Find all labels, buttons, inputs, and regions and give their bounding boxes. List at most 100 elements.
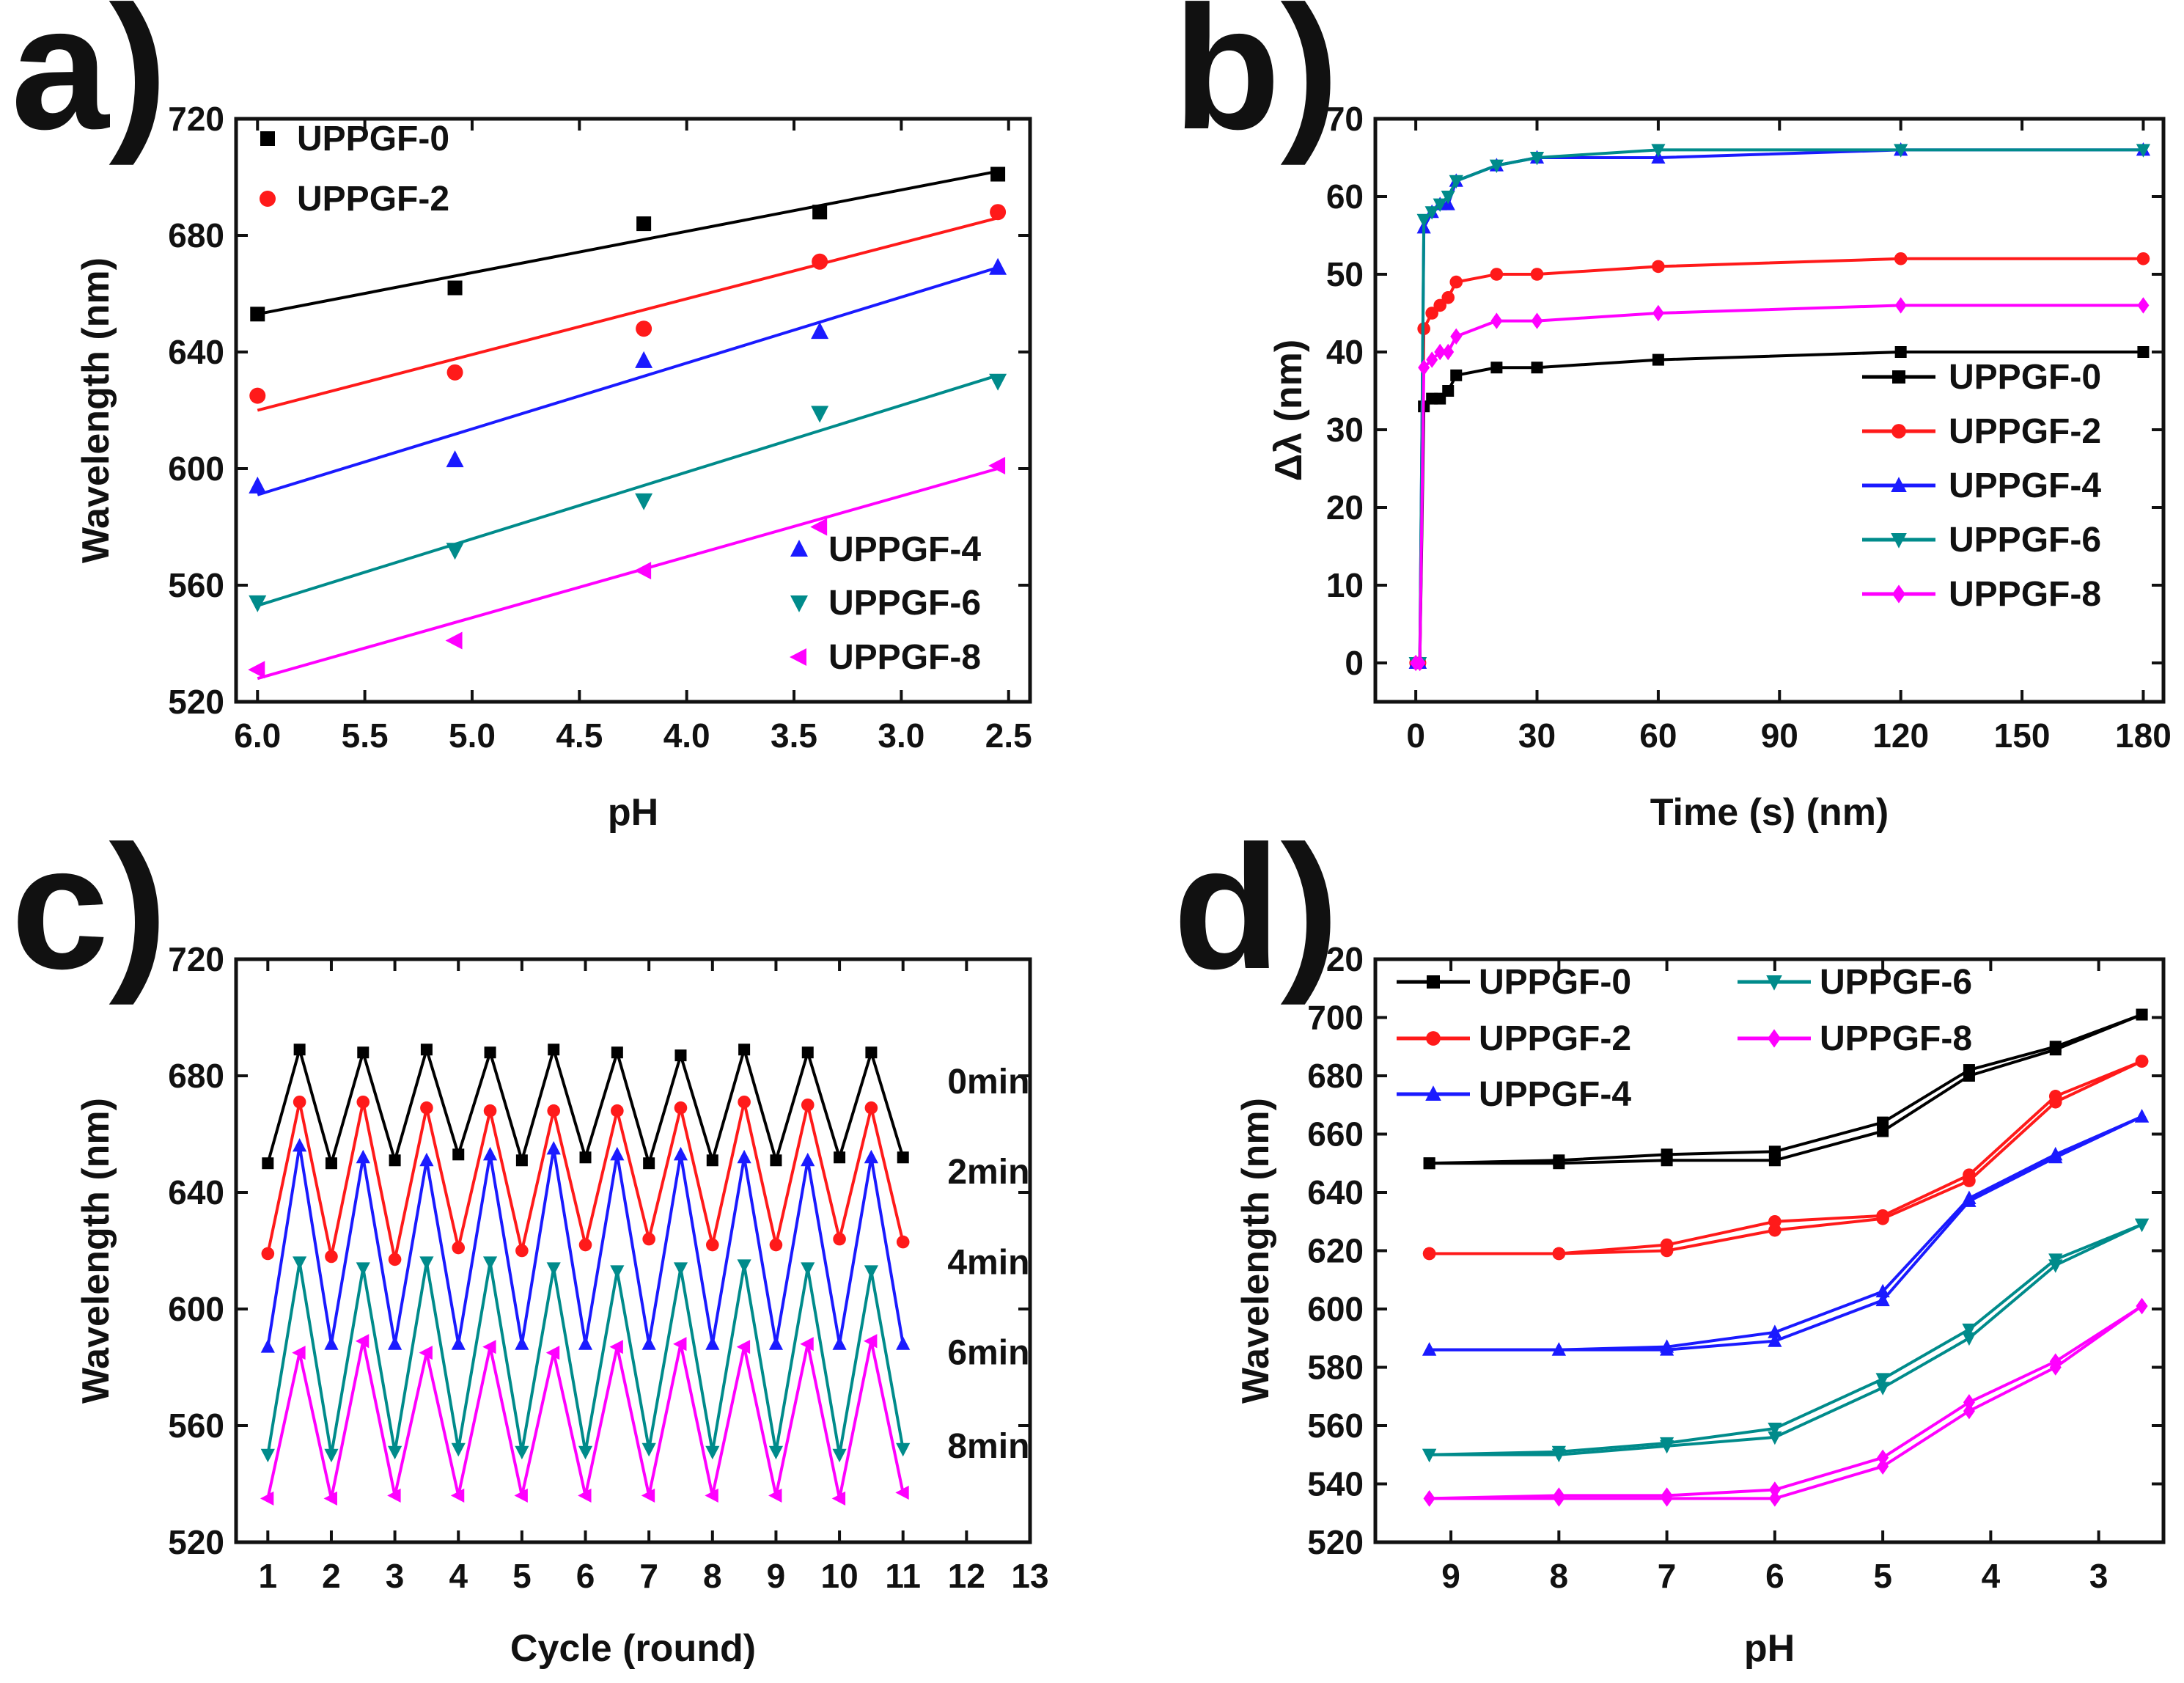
data-point [1529, 152, 1545, 166]
data-point [1531, 312, 1543, 329]
data-point [1894, 144, 1908, 158]
data-point [1531, 362, 1543, 374]
series-line-forward [1429, 1013, 2143, 1165]
y-tick-label: 560 [1307, 1407, 1364, 1445]
x-axis-title: pH [608, 791, 658, 834]
series-2min [261, 1095, 910, 1266]
x-tick-label: 3 [2089, 1557, 2108, 1595]
series-line-reverse [1429, 1013, 2143, 1165]
data-point [1490, 362, 1503, 374]
panel-label: d) [1173, 809, 1339, 1005]
data-point [897, 1151, 909, 1164]
data-point [642, 1232, 655, 1246]
legend-marker [1426, 1031, 1441, 1046]
data-point [2048, 1090, 2062, 1103]
data-point [674, 1101, 688, 1115]
data-point [864, 1334, 878, 1349]
legend-label: UPPGF-2 [1479, 1019, 1631, 1058]
legend-entry-uppgf-2: UPPGF-2 [1397, 1019, 1631, 1058]
legend-label: UPPGF-2 [1949, 412, 2101, 451]
data-point [356, 1262, 370, 1276]
data-point [1433, 198, 1447, 212]
data-point [446, 364, 463, 381]
legend-marker [1892, 584, 1905, 604]
x-tick-label: 10 [820, 1557, 858, 1595]
x-tick-label: 8 [703, 1557, 722, 1595]
y-axis-title: Wavelength (nm) [1235, 1098, 1277, 1404]
x-tick-label: 30 [1518, 716, 1556, 755]
legend-marker [790, 540, 808, 557]
legend-entry-uppgf-0: UPPGF-0 [260, 120, 449, 158]
data-point [810, 518, 828, 536]
data-point [451, 1442, 466, 1457]
data-point [324, 1448, 339, 1463]
data-point [1768, 1490, 1781, 1507]
data-point [989, 373, 1007, 391]
legend-label: UPPGF-6 [828, 584, 981, 623]
data-point [2136, 1008, 2148, 1021]
data-point [1425, 307, 1438, 320]
data-point [420, 1044, 433, 1056]
data-point [800, 1337, 814, 1352]
data-point [356, 1095, 370, 1109]
legend-marker [1427, 975, 1440, 989]
data-point [2135, 1055, 2149, 1068]
data-point [896, 1442, 911, 1457]
data-point [1652, 353, 1664, 366]
legend-marker [1891, 533, 1907, 549]
y-tick-label: 680 [1307, 1057, 1364, 1095]
legend-label: UPPGF-0 [297, 120, 449, 158]
y-tick-label: 660 [1307, 1115, 1364, 1154]
x-tick-label: 5.0 [449, 716, 496, 755]
data-point [1423, 1157, 1435, 1170]
data-point [1449, 275, 1463, 289]
data-point [1877, 1449, 1889, 1466]
series-uppgf-8 [1423, 1297, 2148, 1507]
data-point [547, 1104, 560, 1118]
panel-label: b) [1173, 0, 1339, 166]
data-point [578, 1445, 593, 1460]
data-point [770, 1154, 782, 1167]
data-point [514, 1488, 528, 1503]
y-tick-label: 580 [1307, 1349, 1364, 1387]
data-point [1553, 1487, 1565, 1504]
x-tick-label: 4 [1982, 1557, 2001, 1595]
panel-a: 6.0 5.5 5.0 4.5 4.0 3.5 3.0 2.5 520 560 600 640 680 7… [11, 0, 1032, 834]
data-point [2048, 1253, 2063, 1267]
legend-entry-uppgf-4: UPPGF-4 [790, 530, 981, 569]
series-uppgf-4 [1422, 1109, 2150, 1356]
y-tick-label: 50 [1326, 255, 1364, 293]
x-tick-label: 2 [322, 1557, 341, 1595]
data-point [1651, 144, 1666, 158]
data-point [896, 1235, 910, 1249]
data-point [768, 1336, 784, 1350]
legend-marker [790, 648, 806, 666]
data-point [451, 1336, 466, 1350]
data-point [356, 1149, 370, 1164]
data-point [578, 1488, 592, 1503]
y-tick-label: 640 [168, 1173, 224, 1211]
data-point [705, 1336, 720, 1350]
x-tick-label: 7 [639, 1557, 658, 1595]
data-point [325, 1157, 337, 1170]
data-point [261, 1247, 275, 1261]
data-point [483, 1104, 497, 1118]
data-point [896, 1336, 911, 1350]
y-tick-label: 560 [168, 566, 224, 604]
legend-entry-uppgf-0: UPPGF-0 [1862, 358, 2101, 397]
y-tick-label: 560 [168, 1407, 224, 1445]
data-point [1442, 385, 1455, 397]
data-point [1768, 1333, 1782, 1347]
data-point [988, 457, 1006, 475]
data-point [1450, 328, 1463, 345]
data-point [811, 322, 829, 340]
series-line-reverse [1429, 1115, 2143, 1352]
legend-label: UPPGF-8 [1949, 575, 2101, 614]
series-line [1416, 148, 2144, 664]
data-point [419, 1256, 434, 1270]
x-tick-label: 0 [1406, 716, 1425, 755]
annotation-2min: 2min [947, 1153, 1029, 1192]
data-point [1877, 1116, 1889, 1129]
data-point [989, 257, 1007, 275]
